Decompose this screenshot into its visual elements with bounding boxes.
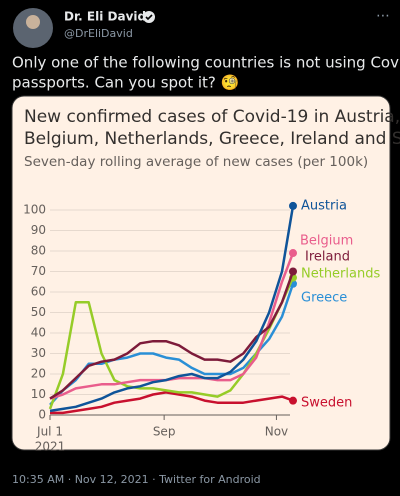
menu[interactable]: ⋯ [376,8,390,24]
series-label: Greece [301,291,347,306]
author-handle[interactable]: @DrEliDavid [64,27,133,40]
y-tick-label: 70 [31,264,46,278]
line [49,205,295,413]
chart-title: Belgium, Netherlands, Greece, Ireland an… [24,129,400,149]
y-tick-label: 100 [23,203,46,217]
plot: 0 10 20 30 40 50 60 70 80 90 100 Jul 1 Sep Nov 2021 Swe… [23,199,380,454]
line [48,277,295,410]
y-tick-label: 50 [31,305,46,319]
x-tick-label: Sep [153,425,176,439]
series-label: Austria [301,199,347,214]
y-tick-label: 60 [31,285,46,299]
series-label: Belgium [300,234,353,249]
series-label: Sweden [301,396,352,411]
line [50,391,294,415]
x-tick-year: 2021 [35,440,66,454]
verified-badge [143,11,155,23]
timestamp: 10:35 AM · Nov 12, 2021 · Twitter for An… [12,473,261,486]
y-tick-label: 10 [31,387,46,401]
end-dot [289,249,297,258]
x-tick-label: Nov [265,425,288,439]
y-tick-label: 90 [31,223,46,237]
series-label: Netherlands [301,267,380,282]
line [49,271,295,400]
tweet-text: passports. Can you spot it? 🧐 [12,74,239,92]
y-tick-label: 20 [31,367,46,381]
end-dot [289,267,297,276]
author-name[interactable]: Dr. Eli David [64,10,146,24]
tweet-text: Only one of the following countries is n… [12,54,400,72]
x-tick-label: Jul 1 [36,425,63,439]
chart-subtitle: Seven-day rolling average of new cases (… [24,154,368,170]
y-tick-label: 80 [31,244,46,258]
chart-title: New confirmed cases of Covid-19 in Austr… [24,107,400,127]
y-tick-label: 30 [31,346,46,360]
series-label: Ireland [305,250,350,265]
end-dot [289,396,297,405]
avatar-face [26,15,40,29]
end-dot [289,201,297,210]
y-tick-label: 40 [31,326,46,340]
y-tick-label: 0 [38,408,46,422]
